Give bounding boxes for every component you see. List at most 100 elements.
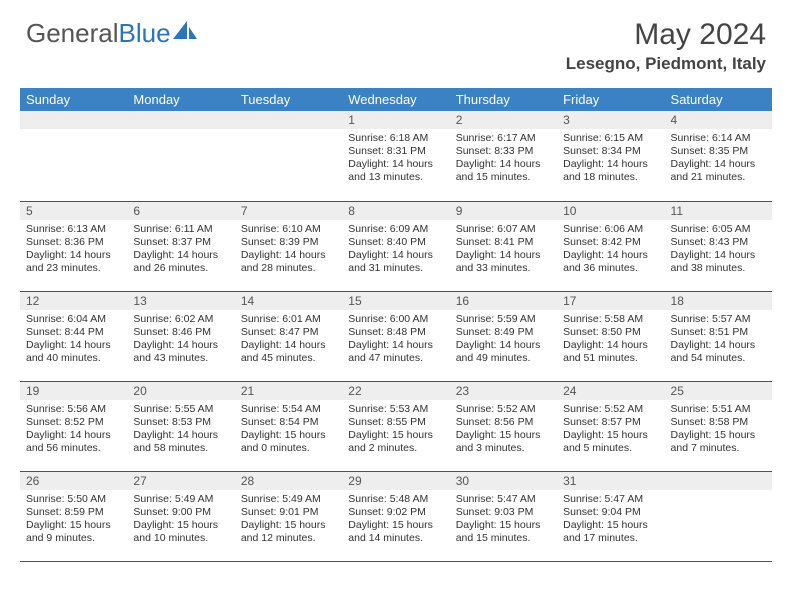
day-header: Thursday (450, 88, 557, 111)
location: Lesegno, Piedmont, Italy (566, 54, 766, 74)
day-header: Tuesday (235, 88, 342, 111)
calendar-cell: 11Sunrise: 6:05 AMSunset: 8:43 PMDayligh… (665, 201, 772, 291)
sail-icon (173, 21, 199, 46)
day-number: 16 (450, 292, 557, 310)
calendar-row: 1Sunrise: 6:18 AMSunset: 8:31 PMDaylight… (20, 111, 772, 201)
calendar-cell: 13Sunrise: 6:02 AMSunset: 8:46 PMDayligh… (127, 291, 234, 381)
cell-content: Sunrise: 5:55 AMSunset: 8:53 PMDaylight:… (127, 400, 234, 460)
cell-content: Sunrise: 5:52 AMSunset: 8:56 PMDaylight:… (450, 400, 557, 460)
day-number: 2 (450, 111, 557, 129)
day-number: 21 (235, 382, 342, 400)
calendar-cell: 17Sunrise: 5:58 AMSunset: 8:50 PMDayligh… (557, 291, 664, 381)
day-number: 12 (20, 292, 127, 310)
day-number (235, 111, 342, 129)
cell-content: Sunrise: 5:47 AMSunset: 9:03 PMDaylight:… (450, 490, 557, 550)
day-number: 22 (342, 382, 449, 400)
day-number (665, 472, 772, 490)
calendar-cell: 26Sunrise: 5:50 AMSunset: 8:59 PMDayligh… (20, 471, 127, 561)
calendar-cell: 20Sunrise: 5:55 AMSunset: 8:53 PMDayligh… (127, 381, 234, 471)
day-number: 25 (665, 382, 772, 400)
day-number: 6 (127, 202, 234, 220)
calendar-cell: 15Sunrise: 6:00 AMSunset: 8:48 PMDayligh… (342, 291, 449, 381)
day-number: 20 (127, 382, 234, 400)
cell-content: Sunrise: 5:49 AMSunset: 9:00 PMDaylight:… (127, 490, 234, 550)
cell-content: Sunrise: 6:09 AMSunset: 8:40 PMDaylight:… (342, 220, 449, 280)
logo-text-blue: Blue (119, 18, 171, 48)
day-number: 30 (450, 472, 557, 490)
calendar-cell: 4Sunrise: 6:14 AMSunset: 8:35 PMDaylight… (665, 111, 772, 201)
day-number: 7 (235, 202, 342, 220)
calendar-cell: 14Sunrise: 6:01 AMSunset: 8:47 PMDayligh… (235, 291, 342, 381)
cell-content: Sunrise: 5:56 AMSunset: 8:52 PMDaylight:… (20, 400, 127, 460)
calendar-cell: 8Sunrise: 6:09 AMSunset: 8:40 PMDaylight… (342, 201, 449, 291)
day-number: 8 (342, 202, 449, 220)
title-block: May 2024 Lesegno, Piedmont, Italy (566, 18, 766, 74)
day-number: 18 (665, 292, 772, 310)
calendar-cell: 25Sunrise: 5:51 AMSunset: 8:58 PMDayligh… (665, 381, 772, 471)
cell-content: Sunrise: 6:00 AMSunset: 8:48 PMDaylight:… (342, 310, 449, 370)
calendar-cell (127, 111, 234, 201)
day-header: Friday (557, 88, 664, 111)
calendar-cell: 23Sunrise: 5:52 AMSunset: 8:56 PMDayligh… (450, 381, 557, 471)
cell-content: Sunrise: 6:11 AMSunset: 8:37 PMDaylight:… (127, 220, 234, 280)
logo: GeneralBlue (26, 18, 199, 49)
cell-content: Sunrise: 6:14 AMSunset: 8:35 PMDaylight:… (665, 129, 772, 189)
cell-content: Sunrise: 6:07 AMSunset: 8:41 PMDaylight:… (450, 220, 557, 280)
logo-text-gray: General (26, 18, 119, 48)
cell-content: Sunrise: 6:17 AMSunset: 8:33 PMDaylight:… (450, 129, 557, 189)
calendar-cell: 6Sunrise: 6:11 AMSunset: 8:37 PMDaylight… (127, 201, 234, 291)
day-number: 4 (665, 111, 772, 129)
calendar-body: 1Sunrise: 6:18 AMSunset: 8:31 PMDaylight… (20, 111, 772, 561)
cell-content: Sunrise: 5:47 AMSunset: 9:04 PMDaylight:… (557, 490, 664, 550)
calendar-table: SundayMondayTuesdayWednesdayThursdayFrid… (20, 88, 772, 562)
calendar-cell (20, 111, 127, 201)
calendar-cell: 2Sunrise: 6:17 AMSunset: 8:33 PMDaylight… (450, 111, 557, 201)
calendar-cell: 22Sunrise: 5:53 AMSunset: 8:55 PMDayligh… (342, 381, 449, 471)
cell-content: Sunrise: 5:51 AMSunset: 8:58 PMDaylight:… (665, 400, 772, 460)
cell-content: Sunrise: 6:18 AMSunset: 8:31 PMDaylight:… (342, 129, 449, 189)
calendar-cell: 21Sunrise: 5:54 AMSunset: 8:54 PMDayligh… (235, 381, 342, 471)
calendar-cell: 3Sunrise: 6:15 AMSunset: 8:34 PMDaylight… (557, 111, 664, 201)
calendar-cell: 24Sunrise: 5:52 AMSunset: 8:57 PMDayligh… (557, 381, 664, 471)
calendar-cell: 31Sunrise: 5:47 AMSunset: 9:04 PMDayligh… (557, 471, 664, 561)
calendar-cell (235, 111, 342, 201)
calendar-cell: 1Sunrise: 6:18 AMSunset: 8:31 PMDaylight… (342, 111, 449, 201)
cell-content: Sunrise: 5:49 AMSunset: 9:01 PMDaylight:… (235, 490, 342, 550)
calendar-cell: 9Sunrise: 6:07 AMSunset: 8:41 PMDaylight… (450, 201, 557, 291)
day-number: 26 (20, 472, 127, 490)
cell-content: Sunrise: 5:59 AMSunset: 8:49 PMDaylight:… (450, 310, 557, 370)
day-number: 27 (127, 472, 234, 490)
day-number: 10 (557, 202, 664, 220)
day-number: 9 (450, 202, 557, 220)
cell-content: Sunrise: 5:54 AMSunset: 8:54 PMDaylight:… (235, 400, 342, 460)
cell-content: Sunrise: 6:04 AMSunset: 8:44 PMDaylight:… (20, 310, 127, 370)
day-header: Wednesday (342, 88, 449, 111)
day-number: 31 (557, 472, 664, 490)
day-header: Monday (127, 88, 234, 111)
calendar-cell: 16Sunrise: 5:59 AMSunset: 8:49 PMDayligh… (450, 291, 557, 381)
calendar-cell: 29Sunrise: 5:48 AMSunset: 9:02 PMDayligh… (342, 471, 449, 561)
cell-content: Sunrise: 5:50 AMSunset: 8:59 PMDaylight:… (20, 490, 127, 550)
calendar-cell: 7Sunrise: 6:10 AMSunset: 8:39 PMDaylight… (235, 201, 342, 291)
calendar-row: 12Sunrise: 6:04 AMSunset: 8:44 PMDayligh… (20, 291, 772, 381)
day-header: Saturday (665, 88, 772, 111)
day-number (20, 111, 127, 129)
header: GeneralBlue May 2024 Lesegno, Piedmont, … (0, 0, 792, 82)
day-number: 13 (127, 292, 234, 310)
calendar-row: 5Sunrise: 6:13 AMSunset: 8:36 PMDaylight… (20, 201, 772, 291)
calendar-cell (665, 471, 772, 561)
calendar-cell: 19Sunrise: 5:56 AMSunset: 8:52 PMDayligh… (20, 381, 127, 471)
calendar-cell: 18Sunrise: 5:57 AMSunset: 8:51 PMDayligh… (665, 291, 772, 381)
calendar-row: 26Sunrise: 5:50 AMSunset: 8:59 PMDayligh… (20, 471, 772, 561)
cell-content: Sunrise: 5:48 AMSunset: 9:02 PMDaylight:… (342, 490, 449, 550)
cell-content: Sunrise: 6:02 AMSunset: 8:46 PMDaylight:… (127, 310, 234, 370)
cell-content: Sunrise: 6:01 AMSunset: 8:47 PMDaylight:… (235, 310, 342, 370)
day-number: 1 (342, 111, 449, 129)
day-number: 5 (20, 202, 127, 220)
calendar-cell: 30Sunrise: 5:47 AMSunset: 9:03 PMDayligh… (450, 471, 557, 561)
calendar-cell: 10Sunrise: 6:06 AMSunset: 8:42 PMDayligh… (557, 201, 664, 291)
day-number: 17 (557, 292, 664, 310)
cell-content: Sunrise: 5:58 AMSunset: 8:50 PMDaylight:… (557, 310, 664, 370)
day-number: 3 (557, 111, 664, 129)
calendar-cell: 27Sunrise: 5:49 AMSunset: 9:00 PMDayligh… (127, 471, 234, 561)
